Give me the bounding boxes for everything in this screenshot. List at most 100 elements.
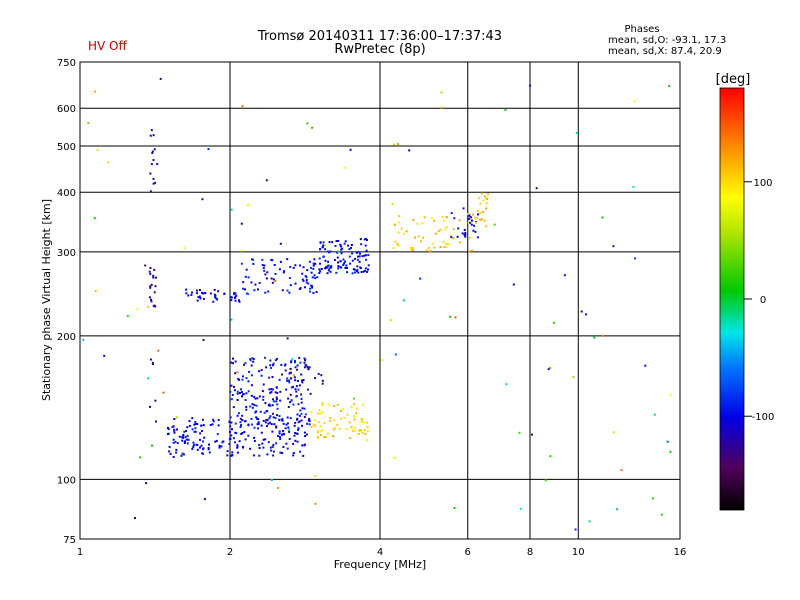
echo-point (319, 262, 321, 265)
echo-point (633, 100, 636, 103)
echo-point (336, 403, 339, 406)
echo-point (240, 222, 243, 225)
echo-point (175, 416, 178, 419)
echo-point (301, 424, 303, 427)
echo-point (452, 228, 455, 231)
echo-point (310, 426, 313, 428)
echo-point (238, 440, 241, 443)
echo-point (148, 296, 151, 299)
echo-point (184, 436, 187, 439)
echo-point (295, 390, 298, 393)
echo-point (294, 432, 297, 434)
echo-point (194, 427, 197, 430)
echo-point (257, 421, 260, 424)
echo-point (289, 372, 292, 374)
echo-point (212, 420, 215, 423)
echo-point (252, 262, 255, 265)
echo-point (420, 240, 422, 243)
echo-point (336, 256, 339, 259)
echo-point (276, 403, 279, 406)
echo-point (151, 444, 153, 447)
echo-point (159, 77, 162, 80)
echo-point (346, 271, 349, 274)
echo-point (348, 248, 351, 251)
echo-point (292, 452, 295, 454)
echo-point (339, 417, 342, 420)
echo-point (289, 265, 292, 268)
echo-point (302, 379, 305, 381)
echo-point (287, 428, 290, 431)
echo-point (302, 454, 305, 457)
echo-point (294, 366, 297, 369)
echo-point (397, 244, 400, 247)
echo-point (505, 383, 508, 386)
echo-point (249, 405, 252, 408)
echo-point (548, 367, 551, 369)
echo-point (299, 287, 302, 289)
echo-point (153, 148, 156, 151)
echo-point (479, 218, 482, 221)
echo-point (192, 441, 195, 444)
x-axis-label: Frequency [MHz] (334, 558, 426, 571)
echo-point (253, 440, 256, 442)
echo-point (241, 395, 243, 398)
echo-point (320, 268, 323, 270)
echo-point (318, 268, 321, 271)
echo-point (308, 420, 311, 423)
echo-point (339, 243, 342, 246)
echo-point (350, 246, 352, 249)
echo-point (243, 363, 245, 366)
echo-point (345, 428, 348, 431)
echo-point (256, 417, 258, 420)
echo-point (93, 217, 96, 220)
echo-point (432, 242, 435, 245)
echo-point (482, 211, 484, 214)
echo-point (244, 275, 247, 278)
echo-point (217, 424, 220, 427)
echo-point (314, 377, 317, 380)
echo-point (343, 416, 346, 419)
echo-point (320, 374, 323, 377)
echo-point (357, 271, 360, 274)
echo-point (203, 436, 206, 439)
echo-point (485, 225, 488, 228)
echo-point (394, 240, 397, 243)
echo-point (356, 407, 358, 410)
echo-point (327, 269, 330, 272)
echo-point (349, 148, 352, 151)
echo-point (262, 383, 265, 386)
echo-point (181, 452, 184, 455)
chart-title-line2: RwPretec (8p) (334, 42, 425, 57)
echo-point (230, 421, 233, 424)
echo-point (232, 437, 235, 440)
echo-point (249, 358, 252, 360)
echo-point (304, 413, 307, 416)
echo-point (228, 420, 231, 423)
echo-point (332, 428, 335, 431)
echo-point (269, 364, 272, 367)
echo-point (470, 223, 473, 226)
echo-point (616, 508, 619, 511)
echo-point (294, 379, 297, 382)
echo-point (316, 430, 319, 432)
y-tick-label: 75 (63, 535, 76, 546)
echo-point (327, 432, 329, 435)
echo-point (311, 276, 314, 279)
echo-point (168, 445, 171, 448)
echo-point (468, 236, 471, 239)
echo-point (278, 415, 281, 417)
echo-point (151, 152, 154, 154)
echo-point (198, 289, 201, 291)
echo-point (272, 450, 275, 453)
echo-point (439, 228, 442, 231)
echo-point (236, 390, 239, 393)
echo-point (255, 404, 258, 407)
echo-point (653, 413, 656, 416)
echo-point (363, 238, 366, 241)
echo-point (289, 393, 292, 396)
echo-point (261, 390, 264, 393)
echo-point (263, 269, 266, 272)
echo-point (344, 240, 347, 243)
colorbar-label: [deg] (716, 72, 751, 87)
echo-point (150, 163, 153, 166)
